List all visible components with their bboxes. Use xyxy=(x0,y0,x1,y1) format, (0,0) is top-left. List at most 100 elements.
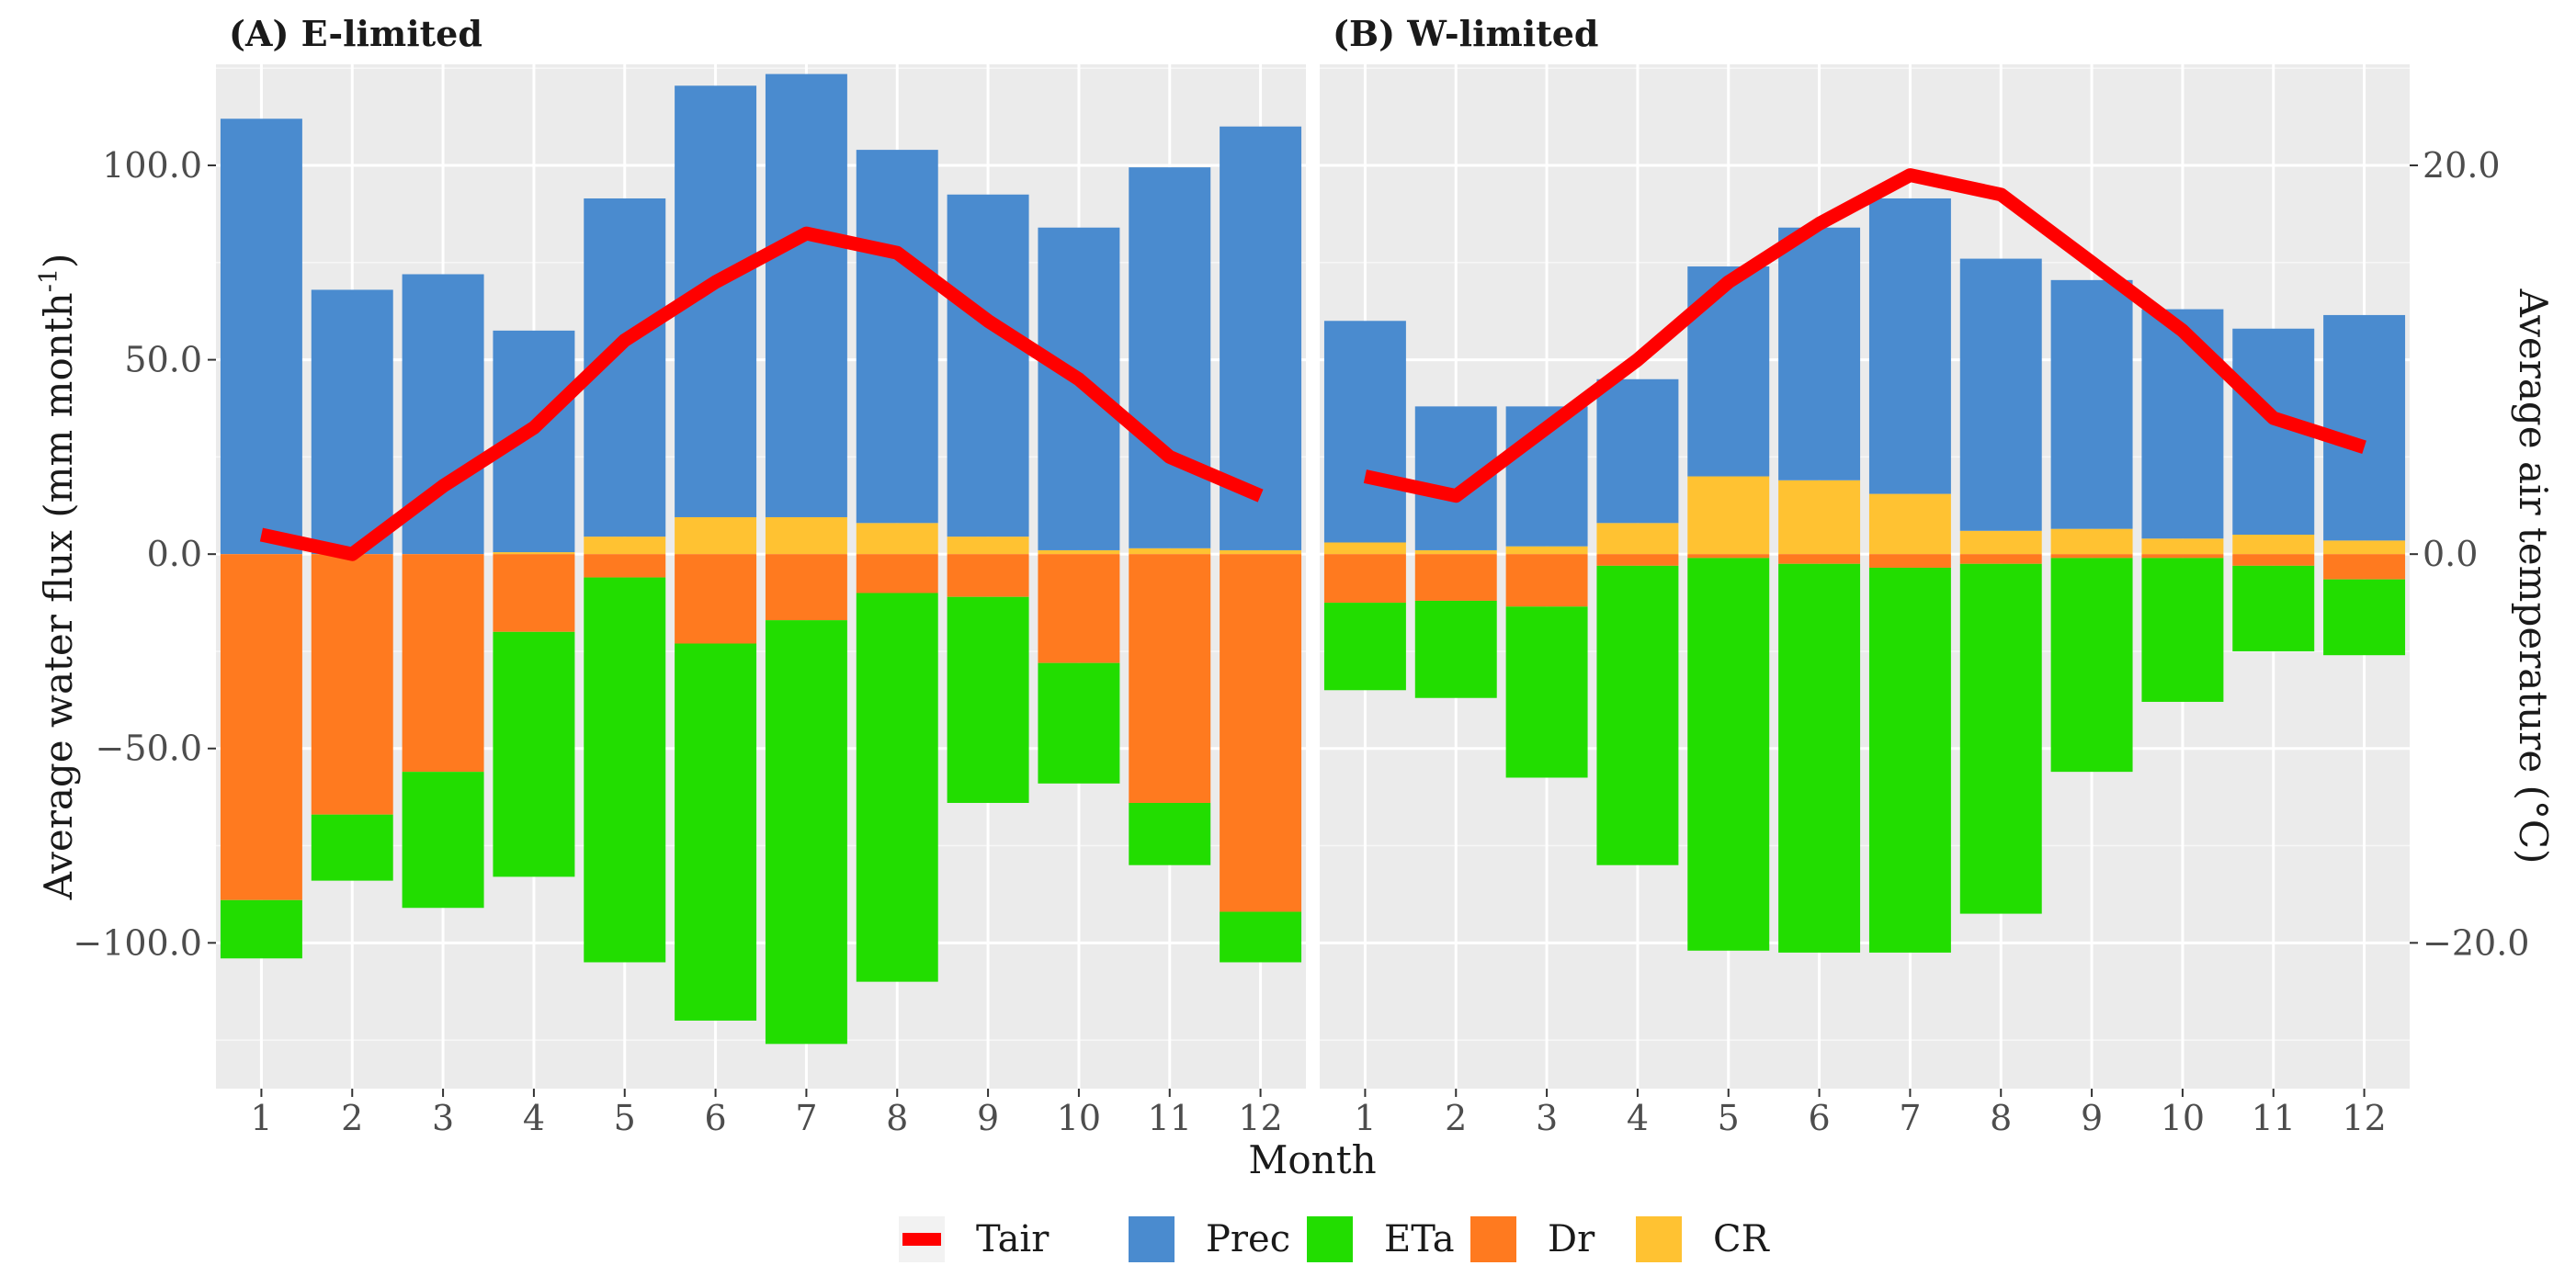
bar-prec-month-9 xyxy=(947,194,1029,537)
bar-dr-month-2 xyxy=(311,554,393,815)
y-tick-label: 0.0 xyxy=(147,534,202,574)
tair-line xyxy=(259,226,1264,561)
bar-prec-month-7 xyxy=(1868,198,1951,494)
bar-dr-month-2 xyxy=(1414,554,1497,601)
bar-dr-month-11 xyxy=(2232,554,2315,566)
x-tick-label: 9 xyxy=(977,1098,999,1138)
x-tick-label: 5 xyxy=(614,1098,636,1138)
x-tick-label: 12 xyxy=(2342,1098,2386,1138)
bar-eta-month-4 xyxy=(493,631,575,877)
panel-w-limited-tair-line xyxy=(1363,168,2366,503)
bar-prec-month-9 xyxy=(2050,279,2133,529)
x-tick-label: 8 xyxy=(886,1098,908,1138)
bar-prec-month-12 xyxy=(2323,314,2406,541)
bar-cr-month-7 xyxy=(1868,493,1951,555)
bar-cr-month-10 xyxy=(1038,549,1120,555)
bar-eta-month-3 xyxy=(402,772,484,909)
x-tick-label: 12 xyxy=(1238,1098,1282,1138)
panel-e-limited-background xyxy=(216,64,1306,1089)
bar-prec-month-4 xyxy=(1596,378,1679,524)
bar-prec-month-6 xyxy=(1778,227,1861,480)
bar-eta-month-7 xyxy=(1868,567,1951,953)
panel-w-limited-title: (B) W-limited xyxy=(1333,13,1599,54)
x-axes: 1 2 3 4 5 6 7 8 9 10 11 12 1 2 3 4 5 6 7 8 9 10 11 12 xyxy=(250,1089,2387,1138)
y-tick-label: −50.0 xyxy=(96,729,202,769)
x-tick-label: 7 xyxy=(1899,1098,1921,1138)
panel-e-limited: (A) E-limited xyxy=(216,13,1306,1089)
bar-cr-month-7 xyxy=(765,516,847,555)
bar-prec-month-7 xyxy=(765,73,847,517)
bar-dr-month-5 xyxy=(584,554,666,578)
y-axis-title-main: Average water flux (mm month xyxy=(36,292,81,900)
bar-eta-month-6 xyxy=(675,643,757,1021)
bar-eta-month-10 xyxy=(1038,662,1120,784)
y-axis-right: −20.0 0.0 20.0 xyxy=(2410,145,2529,963)
bar-dr-month-7 xyxy=(1868,554,1951,568)
bar-eta-month-8 xyxy=(1959,563,2042,914)
y-tick-label: 50.0 xyxy=(124,340,202,380)
x-tick-label: 7 xyxy=(795,1098,817,1138)
bar-eta-month-8 xyxy=(856,593,938,982)
bar-cr-month-8 xyxy=(1959,530,2042,555)
bar-prec-month-1 xyxy=(220,119,302,555)
bar-prec-month-10 xyxy=(2141,309,2224,539)
bar-dr-month-3 xyxy=(1505,554,1588,607)
bar-dr-month-8 xyxy=(1959,554,2042,564)
x-tick-label: 2 xyxy=(1445,1098,1467,1138)
bar-dr-month-12 xyxy=(1220,554,1302,912)
bar-dr-month-10 xyxy=(2141,554,2224,559)
bar-eta-month-11 xyxy=(1129,802,1211,865)
y-axis-title: Average water flux (mm month-1) xyxy=(35,254,81,901)
bar-cr-month-4 xyxy=(493,552,575,555)
legend-label-prec: Prec xyxy=(1206,1218,1290,1260)
bar-eta-month-7 xyxy=(765,620,847,1045)
legend-label-tair: Tair xyxy=(976,1218,1050,1260)
bar-prec-month-8 xyxy=(856,150,938,524)
bar-dr-month-1 xyxy=(1323,554,1406,604)
bar-eta-month-10 xyxy=(2141,558,2224,702)
bar-prec-month-2 xyxy=(311,289,393,555)
legend-swatch-prec xyxy=(1129,1216,1175,1262)
bar-eta-month-5 xyxy=(584,577,666,963)
x-tick-label: 11 xyxy=(1148,1098,1192,1138)
bar-dr-month-7 xyxy=(765,554,847,621)
bar-eta-month-11 xyxy=(2232,565,2315,651)
bar-dr-month-10 xyxy=(1038,554,1120,663)
x-tick-label: 4 xyxy=(1627,1098,1649,1138)
legend-label-dr: Dr xyxy=(1548,1218,1595,1260)
bar-eta-month-3 xyxy=(1505,606,1588,778)
y2-tick-label: 0.0 xyxy=(2423,534,2478,574)
bar-dr-month-5 xyxy=(1687,554,1770,559)
bar-cr-month-10 xyxy=(2141,538,2224,555)
x-tick-label: 10 xyxy=(2161,1098,2205,1138)
bar-cr-month-12 xyxy=(2323,540,2406,555)
bar-dr-month-4 xyxy=(493,554,575,632)
x-axis-title: Month xyxy=(1248,1137,1376,1182)
bar-cr-month-3 xyxy=(1505,546,1588,555)
x-tick-label: 2 xyxy=(341,1098,363,1138)
bar-eta-month-12 xyxy=(2323,579,2406,656)
x-tick-label: 5 xyxy=(1718,1098,1740,1138)
legend-label-eta: ETa xyxy=(1384,1218,1455,1260)
bar-cr-month-1 xyxy=(1323,542,1406,555)
x-tick-label: 1 xyxy=(1354,1098,1376,1138)
bar-eta-month-2 xyxy=(311,814,393,881)
x-tick-label: 3 xyxy=(432,1098,454,1138)
y-axis-title-suffix: ) xyxy=(36,254,81,268)
bar-dr-month-9 xyxy=(2050,554,2133,559)
bar-prec-month-11 xyxy=(1129,167,1211,548)
y-tick-label: 100.0 xyxy=(102,145,202,186)
y2-axis-title: Average air temperature (°C) xyxy=(2511,288,2556,864)
bar-eta-month-12 xyxy=(1220,911,1302,963)
bar-prec-month-8 xyxy=(1959,258,2042,531)
y2-tick-label: 20.0 xyxy=(2423,145,2501,186)
bar-cr-month-12 xyxy=(1220,549,1302,555)
bar-cr-month-11 xyxy=(2232,535,2315,555)
bar-cr-month-11 xyxy=(1129,548,1211,555)
panel-w-limited-bars xyxy=(1323,198,2406,953)
legend-swatch-cr xyxy=(1636,1216,1682,1262)
bar-eta-month-1 xyxy=(1323,603,1406,691)
bar-eta-month-1 xyxy=(220,899,302,959)
y-axis-left: −100.0 −50.0 0.0 50.0 100.0 xyxy=(73,145,216,963)
bar-dr-month-8 xyxy=(856,554,938,593)
